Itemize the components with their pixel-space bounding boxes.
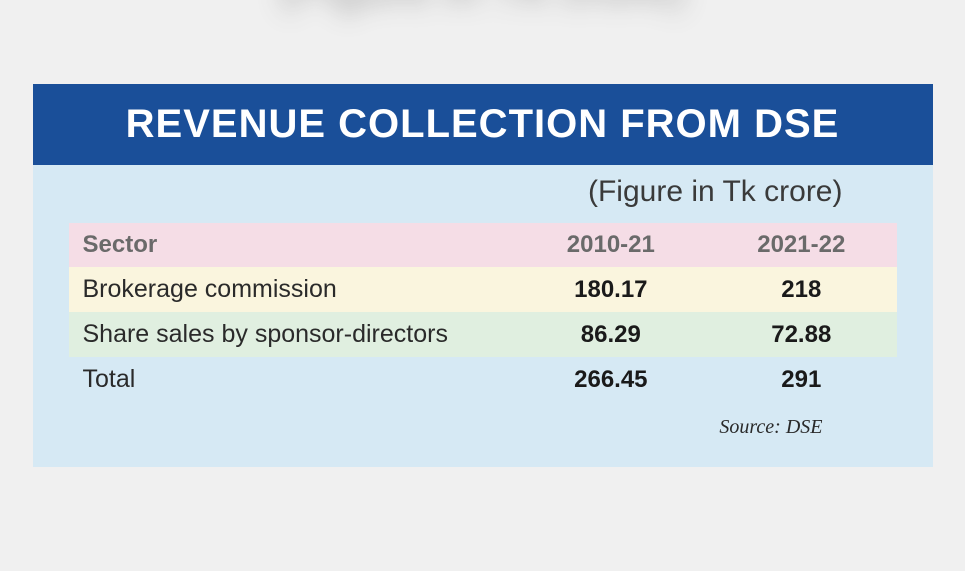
table-header-row: Sector 2010-21 2021-22: [69, 223, 897, 267]
col-header-sector: Sector: [69, 223, 516, 267]
revenue-table: Sector 2010-21 2021-22 Brokerage commiss…: [69, 223, 897, 402]
table-row: Share sales by sponsor-directors 86.29 7…: [69, 312, 897, 357]
card-subtitle: (Figure in Tk crore): [33, 165, 933, 223]
cell-value: 266.45: [516, 357, 706, 402]
infographic-card: REVENUE COLLECTION FROM DSE (Figure in T…: [33, 84, 933, 467]
card-title: REVENUE COLLECTION FROM DSE: [33, 84, 933, 165]
cell-sector: Total: [69, 357, 516, 402]
source-attribution: Source: DSE: [33, 402, 933, 439]
cell-value: 86.29: [516, 312, 706, 357]
cell-sector: Share sales by sponsor-directors: [69, 312, 516, 357]
cell-value: 180.17: [516, 267, 706, 312]
bg-blur-subtitle: (Figure in Tk crore): [279, 0, 686, 16]
cell-value: 72.88: [706, 312, 896, 357]
col-header-year2: 2021-22: [706, 223, 896, 267]
cell-sector: Brokerage commission: [69, 267, 516, 312]
col-header-year1: 2010-21: [516, 223, 706, 267]
cell-value: 291: [706, 357, 896, 402]
table-row: Brokerage commission 180.17 218: [69, 267, 897, 312]
cell-value: 218: [706, 267, 896, 312]
table-row-total: Total 266.45 291: [69, 357, 897, 402]
